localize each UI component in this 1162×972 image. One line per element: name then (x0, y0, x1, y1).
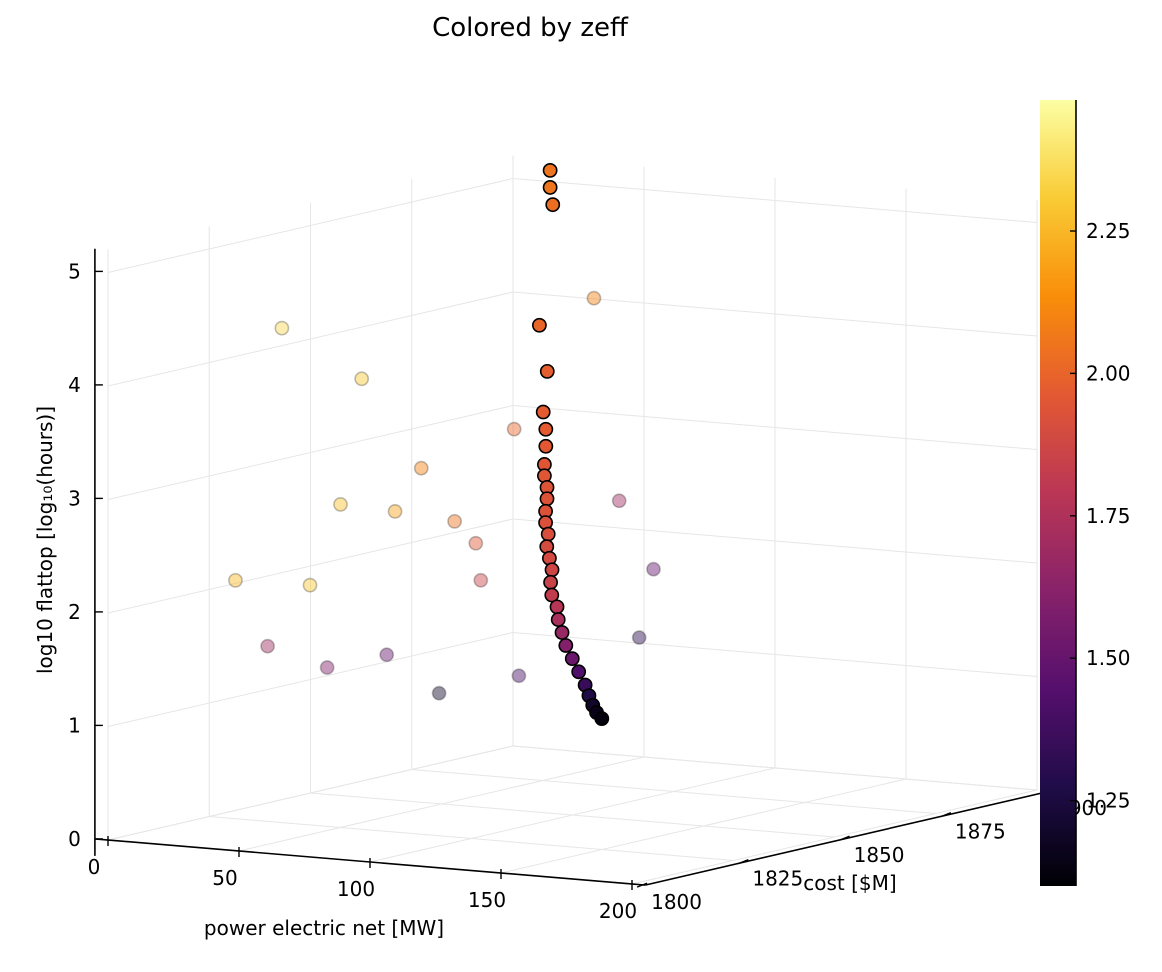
data-point (532, 317, 547, 333)
data-point (571, 664, 587, 680)
grid-line (209, 816, 734, 861)
data-point (274, 320, 290, 336)
data-point (550, 612, 566, 627)
data-point (554, 625, 570, 640)
y-tick (839, 835, 850, 841)
grid-line (512, 632, 1038, 677)
scatter-cloud-points (228, 290, 661, 701)
y-tick (940, 811, 952, 818)
z-tick-label: 0 (68, 827, 81, 851)
x-tick-label: 100 (337, 877, 375, 901)
z-tick-label: 1 (68, 713, 81, 737)
data-point (564, 651, 580, 667)
grid-line (512, 291, 1038, 337)
data-point (540, 526, 556, 542)
data-point (631, 630, 647, 645)
y-tick-label: 1800 (651, 890, 702, 914)
data-point (354, 371, 370, 387)
z-tick-label: 4 (68, 373, 81, 397)
data-point (468, 535, 484, 551)
y-axis-label: cost [$M] (803, 871, 896, 895)
data-point (558, 638, 574, 653)
z-tick-label: 2 (68, 600, 81, 624)
y-tick-label: 1850 (854, 843, 905, 867)
data-point (549, 599, 565, 615)
grid-line (107, 745, 514, 841)
data-point (538, 438, 554, 454)
z-axis-label: log10 flattop [log₁₀(hours)] (33, 406, 57, 674)
grid-line (107, 518, 514, 614)
y-tick-label: 1825 (752, 867, 803, 891)
data-point (511, 668, 527, 684)
data-point (542, 162, 558, 178)
grid-line (512, 178, 1038, 223)
data-point (473, 572, 489, 588)
data-point (387, 503, 403, 519)
grid-line (512, 405, 1038, 450)
x-tick-label: 0 (88, 855, 101, 879)
data-point (539, 491, 555, 507)
data-point (538, 421, 554, 437)
data-point (333, 497, 348, 512)
colorbar-tick-label: 1.50 (1086, 646, 1131, 670)
grid-line (107, 291, 514, 387)
y-tick (738, 858, 749, 865)
data-point (319, 660, 335, 675)
colorbar-tick-label: 2.00 (1086, 361, 1131, 385)
data-point (228, 572, 243, 588)
data-point (543, 574, 558, 590)
grid-line (310, 792, 835, 838)
data-point (260, 638, 275, 654)
grid-line (107, 178, 514, 273)
data-point (539, 363, 555, 379)
grid-line (107, 632, 514, 727)
y-tick-label: 1875 (955, 820, 1006, 844)
data-point (447, 513, 462, 529)
chart-title: Colored by zeff (432, 13, 629, 43)
y-tick (636, 882, 648, 888)
colorbar: 1.25 1.50 1.75 2.00 2.25 (1040, 100, 1131, 886)
grid-line (512, 518, 1038, 564)
grid-line (107, 405, 514, 500)
grid-line (512, 745, 1038, 791)
data-point (544, 562, 560, 578)
colorbar-tick-label: 1.75 (1086, 504, 1131, 528)
axis-grid (107, 155, 1038, 885)
x-tick-label: 200 (599, 899, 637, 923)
axes-frame (94, 248, 1063, 886)
data-point (646, 561, 661, 577)
y-axis-line (644, 787, 1063, 886)
data-point (379, 647, 395, 663)
colorbar-fill (1040, 100, 1076, 886)
data-point (535, 404, 551, 420)
data-point (431, 685, 447, 701)
data-point (545, 197, 561, 213)
z-tick-label: 3 (68, 486, 81, 510)
data-point (302, 577, 318, 593)
data-point (594, 711, 610, 726)
colorbar-tick-label: 1.25 (1086, 789, 1131, 813)
z-tick-label: 5 (68, 259, 81, 283)
x-axis-label: power electric net [MW] (204, 916, 444, 940)
data-point (506, 421, 522, 437)
x-tick-label: 50 (212, 866, 237, 890)
colorbar-tick-label: 2.25 (1086, 219, 1131, 243)
data-point (542, 180, 558, 195)
data-point (413, 460, 429, 476)
x-tick-label: 150 (468, 888, 506, 912)
data-point (611, 493, 627, 509)
data-point (586, 290, 602, 306)
scatter-front-points (532, 162, 610, 726)
grid-line (411, 769, 936, 814)
